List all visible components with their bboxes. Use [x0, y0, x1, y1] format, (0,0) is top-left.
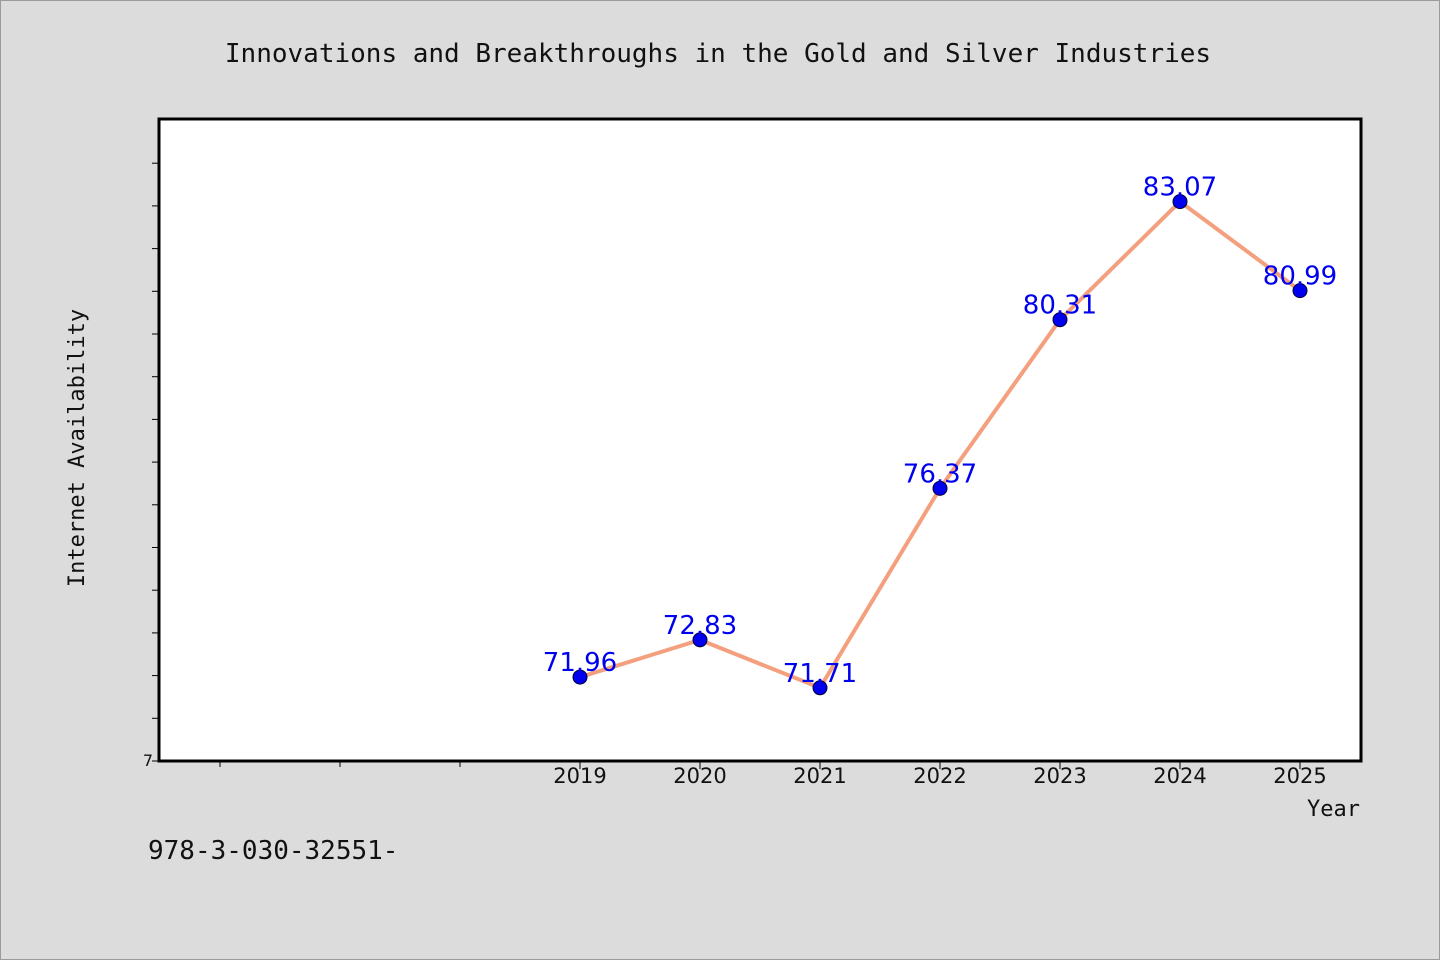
data-label-2020: 72.83	[663, 611, 737, 641]
data-point-2023	[1052, 312, 1068, 328]
plot-area	[157, 117, 1363, 763]
x-tick-label-2022: 2022	[913, 764, 966, 788]
data-labels: 71.96 72.83 71.71 76.37 80.31 83.07 80.99	[543, 173, 1337, 689]
data-point-2025	[1292, 283, 1308, 299]
y-axis-ticks	[152, 162, 159, 762]
y-axis-title: Internet Availability	[65, 309, 90, 587]
data-label-2022: 76.37	[903, 459, 977, 489]
data-point-2021	[812, 680, 828, 696]
x-axis-ticks	[219, 761, 1301, 769]
x-tick-label-2020: 2020	[673, 764, 726, 788]
x-axis-title: Year	[1307, 797, 1360, 822]
x-tick-label-2019: 2019	[553, 764, 606, 788]
data-label-2024: 83.07	[1143, 173, 1217, 203]
footnote-isbn: 978-3-030-32551-	[148, 836, 399, 866]
data-label-2025: 80.99	[1263, 262, 1337, 292]
x-tick-label-2021: 2021	[793, 764, 846, 788]
data-point-2019	[572, 669, 588, 685]
x-tick-label-2025: 2025	[1273, 764, 1326, 788]
chart-title: Innovations and Breakthroughs in the Gol…	[225, 39, 1211, 69]
x-tick-label-2024: 2024	[1153, 764, 1206, 788]
data-markers	[572, 194, 1308, 696]
data-point-2020	[692, 632, 708, 648]
data-label-2019: 71.96	[543, 648, 617, 678]
data-point-2022	[932, 480, 948, 496]
x-tick-label-2023: 2023	[1033, 764, 1086, 788]
y-tick-label: 7	[143, 751, 153, 770]
data-label-2021: 71.71	[783, 659, 857, 689]
data-label-2023: 80.31	[1023, 291, 1097, 321]
x-tick-labels: 2019 2020 2021 2022 2023 2024 2025	[553, 764, 1326, 788]
data-point-2024	[1172, 194, 1188, 210]
